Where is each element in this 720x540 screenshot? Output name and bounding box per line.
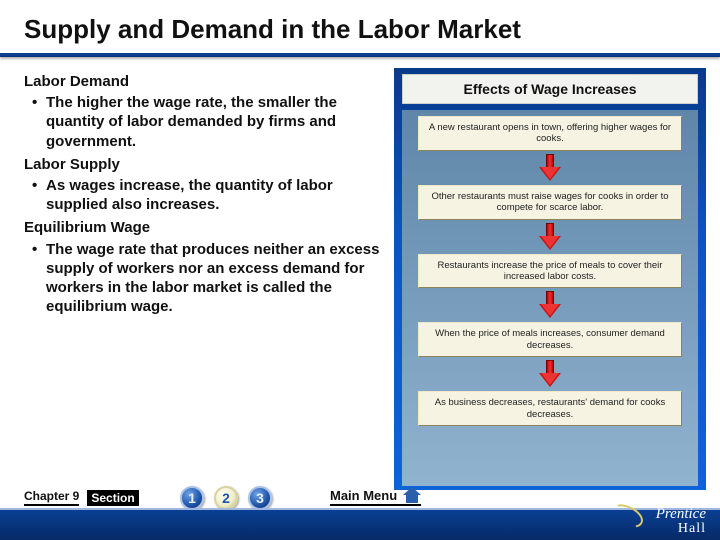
left-column: Labor Demand • The higher the wage rate,… [0, 62, 390, 498]
arrow-down-icon [539, 291, 561, 319]
right-panel-title: Effects of Wage Increases [402, 74, 698, 104]
flow-step: Restaurants increase the price of meals … [418, 254, 683, 289]
publisher-logo: Prentice Hall [656, 507, 706, 536]
bullet-marker: • [32, 240, 46, 317]
bullet-text: The higher the wage rate, the smaller th… [46, 93, 382, 151]
bullet: • As wages increase, the quantity of lab… [32, 176, 382, 214]
bullet-marker: • [32, 93, 46, 151]
flow-step: Other restaurants must raise wages for c… [418, 185, 683, 220]
section-num-2[interactable]: 2 [214, 486, 238, 510]
main-menu-label: Main Menu [330, 488, 397, 503]
arrow-down-icon [539, 360, 561, 388]
right-panel: Effects of Wage Increases A new restaura… [394, 68, 706, 490]
slide-root: Supply and Demand in the Labor Market La… [0, 0, 720, 540]
logo-brand: Prentice [656, 507, 706, 522]
main-menu-link[interactable]: Main Menu [330, 487, 421, 506]
bullet-text: The wage rate that produces neither an e… [46, 240, 382, 317]
section-label: Section [87, 490, 138, 506]
logo-hall: Hall [656, 522, 706, 536]
bullet-text: As wages increase, the quantity of labor… [46, 176, 382, 214]
section-num-3[interactable]: 3 [248, 486, 272, 510]
arrow-down-icon [539, 154, 561, 182]
bullet: • The wage rate that produces neither an… [32, 240, 382, 317]
bullet: • The higher the wage rate, the smaller … [32, 93, 382, 151]
chapter-section: Chapter 9 Section [24, 489, 139, 506]
heading-labor-supply: Labor Supply [24, 155, 382, 174]
heading-equilibrium-wage: Equilibrium Wage [24, 218, 382, 237]
flow-step: When the price of meals increases, consu… [418, 322, 683, 357]
bullet-marker: • [32, 176, 46, 214]
section-number-nav: 1 2 3 [180, 486, 272, 510]
arrow-down-icon [539, 223, 561, 251]
footer: Chapter 9 Section 1 2 3 Main Menu Prenti… [0, 498, 720, 540]
home-icon [403, 487, 421, 503]
body: Labor Demand • The higher the wage rate,… [0, 62, 720, 498]
title-underline [0, 53, 720, 57]
slide-title: Supply and Demand in the Labor Market [0, 0, 720, 53]
flow-step: A new restaurant opens in town, offering… [418, 116, 683, 151]
section-num-1[interactable]: 1 [180, 486, 204, 510]
heading-labor-demand: Labor Demand [24, 72, 382, 91]
chapter-link[interactable]: Chapter 9 [24, 489, 79, 506]
flow-step: As business decreases, restaurants' dema… [418, 391, 683, 426]
flowchart: A new restaurant opens in town, offering… [402, 110, 698, 486]
